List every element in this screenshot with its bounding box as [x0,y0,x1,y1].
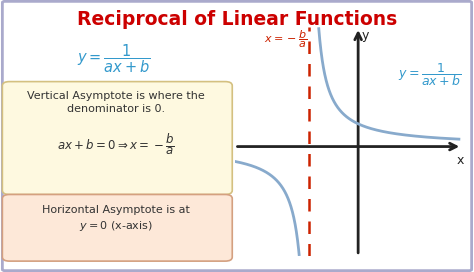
Text: Vertical Asymptote is where the
denominator is 0.: Vertical Asymptote is where the denomina… [27,91,205,114]
Text: Reciprocal of Linear Functions: Reciprocal of Linear Functions [77,10,397,29]
Text: $y = \dfrac{1}{ax+b}$: $y = \dfrac{1}{ax+b}$ [77,42,151,75]
Text: x: x [457,154,464,167]
Text: $y = \dfrac{1}{ax+b}$: $y = \dfrac{1}{ax+b}$ [398,61,461,88]
Text: $x=-\dfrac{b}{a}$: $x=-\dfrac{b}{a}$ [264,29,307,50]
Text: Horizontal Asymptote is at
$y=0$ (x-axis): Horizontal Asymptote is at $y=0$ (x-axis… [42,205,190,233]
Text: $ax+b=0 \Rightarrow x=-\dfrac{b}{a}$: $ax+b=0 \Rightarrow x=-\dfrac{b}{a}$ [57,132,175,157]
Text: y: y [362,29,369,42]
